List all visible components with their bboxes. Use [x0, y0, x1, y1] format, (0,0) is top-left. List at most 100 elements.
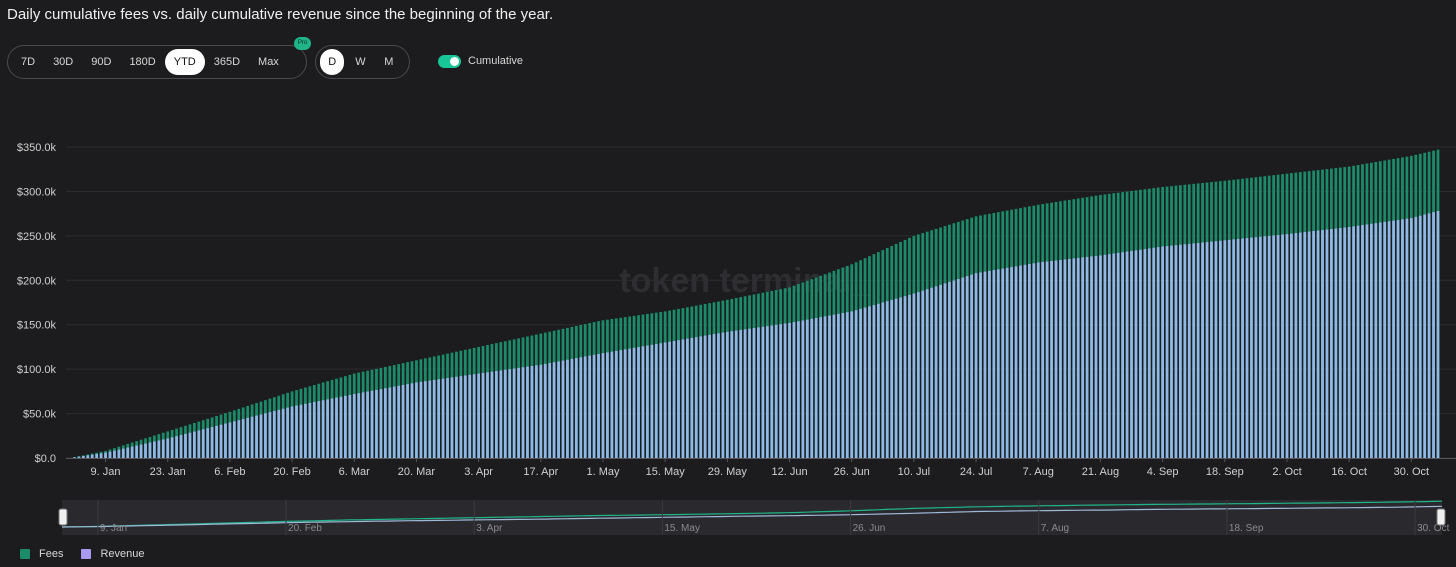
revenue-bar: [748, 328, 751, 458]
y-tick-label: $100.0k: [17, 364, 57, 376]
revenue-bar: [925, 289, 929, 458]
revenue-bar: [552, 362, 556, 458]
revenue-bar: [432, 379, 436, 458]
x-tick-label: 12. Jun: [771, 466, 807, 478]
revenue-bar: [1147, 248, 1151, 458]
y-tick-label: $350.0k: [17, 142, 57, 154]
revenue-bar: [268, 412, 272, 458]
revenue-bar: [330, 398, 334, 458]
revenue-bar: [495, 371, 498, 458]
revenue-bar: [868, 306, 871, 458]
revenue-bar: [237, 420, 241, 458]
revenue-bar: [965, 276, 969, 458]
revenue-bar: [197, 430, 201, 458]
navigator-revenue-line: [61, 505, 1443, 528]
interval-daily-button[interactable]: D: [320, 49, 345, 75]
navigator-track[interactable]: [62, 500, 1442, 535]
revenue-bar: [477, 373, 480, 458]
navigator-fees-line: [61, 500, 1443, 528]
revenue-bar: [437, 379, 441, 458]
legend: Fees Revenue: [20, 548, 163, 560]
revenue-bar: [499, 370, 503, 458]
revenue-bar: [881, 302, 885, 458]
revenue-bar: [352, 394, 356, 458]
revenue-bar: [574, 358, 578, 458]
revenue-bar: [1205, 242, 1209, 458]
navigator-left-handle[interactable]: [58, 508, 68, 526]
navigator-tick-label: 26. Jun: [853, 523, 886, 534]
revenue-bar: [246, 417, 250, 458]
revenue-bar: [1210, 241, 1213, 458]
revenue-bar: [1254, 237, 1258, 458]
revenue-bar: [423, 381, 427, 458]
revenue-bar: [934, 286, 938, 458]
revenue-bar: [743, 329, 747, 458]
range-180d-button[interactable]: 180D: [129, 56, 156, 68]
range-max-button[interactable]: Max: [258, 56, 279, 68]
revenue-bar: [95, 454, 99, 458]
cumulative-toggle[interactable]: [438, 55, 461, 68]
interval-weekly-button[interactable]: W: [355, 56, 366, 68]
revenue-bar: [797, 321, 800, 458]
revenue-bar: [770, 325, 774, 458]
range-90d-button[interactable]: 90D: [91, 56, 112, 68]
revenue-bar: [1103, 254, 1107, 458]
navigator-tick-label: 7. Aug: [1041, 523, 1069, 534]
x-tick-label: 26. Jun: [834, 466, 870, 478]
revenue-bar: [1223, 240, 1227, 458]
revenue-bar: [597, 353, 600, 458]
revenue-bar: [872, 305, 876, 458]
range-30d-button[interactable]: 30D: [53, 56, 74, 68]
revenue-bar: [970, 274, 974, 458]
revenue-bar: [170, 437, 174, 458]
y-axis: $0.0 $50.0k $100.0k $150.0k $200.0k $250.0k $3…: [17, 142, 57, 465]
revenue-bar: [468, 374, 472, 458]
legend-label-fees: Fees: [39, 548, 64, 560]
navigator-tick-label: 20. Feb: [288, 523, 322, 534]
range-ytd-button[interactable]: YTD: [164, 49, 205, 75]
range-365d-button[interactable]: 365D: [213, 56, 241, 68]
revenue-bar: [1170, 245, 1173, 458]
revenue-bar: [690, 337, 694, 458]
revenue-bar: [428, 380, 432, 458]
range-7d-button[interactable]: 7D: [21, 56, 36, 68]
revenue-bar: [601, 353, 605, 458]
revenue-bar: [1409, 218, 1413, 458]
revenue-bar: [383, 388, 387, 458]
revenue-bar: [948, 281, 951, 458]
revenue-bar: [628, 348, 632, 458]
revenue-bar: [1387, 221, 1391, 458]
navigator-right-handle[interactable]: [1436, 508, 1446, 526]
revenue-bar: [668, 341, 671, 458]
legend-item-fees[interactable]: Fees: [20, 548, 63, 560]
revenue-bar: [788, 322, 791, 458]
revenue-bar: [472, 374, 476, 458]
revenue-bar: [752, 328, 756, 458]
revenue-bar: [113, 450, 116, 458]
revenue-bar: [1352, 226, 1355, 458]
revenue-bar: [259, 414, 263, 458]
revenue-bar: [210, 427, 214, 458]
revenue-bar: [543, 363, 547, 458]
revenue-bar: [1365, 224, 1369, 458]
revenue-bar: [121, 448, 125, 458]
revenue-bar: [1405, 218, 1409, 458]
revenue-bar: [455, 376, 458, 458]
interval-monthly-button[interactable]: M: [384, 56, 394, 68]
x-tick-label: 10. Jul: [898, 466, 930, 478]
revenue-bar: [1258, 236, 1262, 458]
revenue-bar: [250, 416, 254, 458]
revenue-bar: [357, 393, 361, 458]
y-tick-label: $250.0k: [17, 231, 57, 243]
revenue-bar: [486, 372, 489, 458]
revenue-bar: [1201, 242, 1204, 458]
revenue-bar: [481, 372, 485, 458]
revenue-bar: [646, 345, 649, 458]
revenue-bar: [721, 332, 725, 458]
revenue-bar: [1005, 267, 1009, 458]
revenue-bar: [1401, 219, 1404, 458]
legend-item-revenue[interactable]: Revenue: [81, 548, 145, 560]
revenue-bar: [1312, 231, 1316, 458]
revenue-bar: [1241, 238, 1244, 458]
revenue-bar: [1432, 212, 1435, 458]
